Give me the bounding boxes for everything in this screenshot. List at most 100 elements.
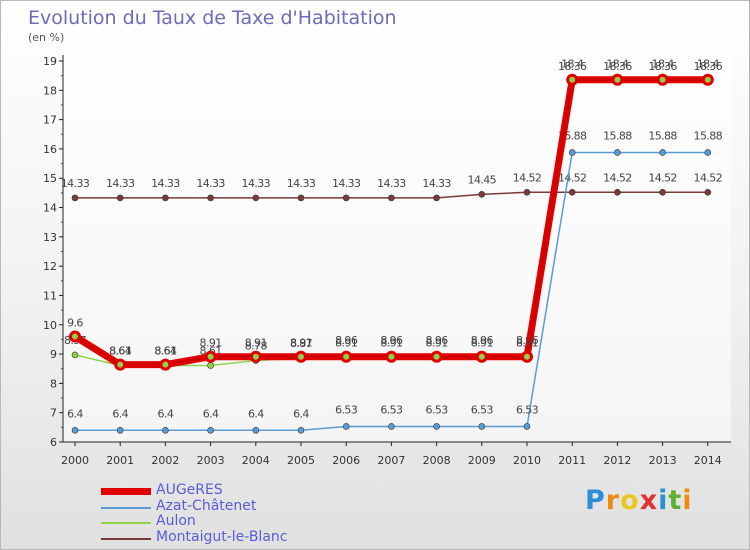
data-label: 14.33 bbox=[377, 177, 406, 190]
data-label: 6.4 bbox=[112, 407, 128, 420]
data-label: 6.4 bbox=[293, 407, 309, 420]
data-point bbox=[430, 350, 443, 363]
x-tick-label: 2012 bbox=[603, 454, 631, 467]
x-tick-label: 2010 bbox=[513, 454, 541, 467]
y-tick-label: 18 bbox=[43, 84, 57, 97]
data-point bbox=[388, 194, 395, 202]
y-tick-label: 7 bbox=[50, 407, 57, 420]
legend-swatch bbox=[101, 537, 151, 540]
data-point bbox=[704, 188, 712, 196]
data-label: 18.36 bbox=[558, 60, 587, 73]
data-point bbox=[659, 188, 666, 196]
data-point bbox=[388, 423, 395, 430]
data-label: 6.4 bbox=[67, 407, 83, 420]
data-label: 6.53 bbox=[426, 403, 449, 416]
data-label: 14.33 bbox=[61, 177, 90, 190]
data-point bbox=[252, 426, 260, 434]
data-point bbox=[207, 194, 214, 202]
data-point bbox=[611, 73, 624, 86]
logo-letter: o bbox=[620, 485, 640, 516]
data-label: 14.33 bbox=[242, 177, 271, 190]
data-label: 6.4 bbox=[248, 407, 264, 420]
data-point bbox=[71, 194, 79, 202]
data-label: 14.33 bbox=[332, 177, 361, 190]
legend-label: Aulon bbox=[156, 513, 196, 529]
data-point bbox=[568, 149, 576, 156]
x-tick-label: 2006 bbox=[332, 454, 360, 467]
data-point bbox=[566, 73, 579, 86]
data-label: 15.88 bbox=[648, 129, 677, 142]
data-point bbox=[614, 188, 621, 196]
plot-area bbox=[63, 55, 731, 442]
data-point bbox=[162, 194, 169, 202]
data-point bbox=[475, 350, 488, 363]
data-point bbox=[614, 149, 621, 156]
data-label: 18.36 bbox=[694, 60, 723, 73]
data-point bbox=[207, 362, 214, 369]
data-label: 6.53 bbox=[335, 403, 358, 416]
data-point bbox=[116, 426, 124, 434]
y-tick-label: 9 bbox=[50, 348, 57, 361]
data-label: 8.91 bbox=[290, 337, 312, 350]
data-label: 8.78 bbox=[245, 340, 268, 353]
data-label: 8.61 bbox=[109, 345, 131, 358]
logo-letter: P bbox=[585, 485, 606, 516]
legend-swatch bbox=[101, 488, 151, 495]
x-tick-label: 2004 bbox=[242, 454, 270, 467]
y-tick-label: 6 bbox=[50, 436, 57, 449]
x-tick-label: 2009 bbox=[468, 454, 496, 467]
data-point bbox=[478, 423, 486, 430]
data-label: 14.33 bbox=[151, 177, 180, 190]
data-label: 8.91 bbox=[335, 337, 357, 350]
x-tick-label: 2008 bbox=[423, 454, 451, 467]
x-tick-label: 2001 bbox=[106, 454, 134, 467]
y-tick-label: 8 bbox=[50, 377, 57, 390]
x-tick-label: 2002 bbox=[151, 454, 179, 467]
data-point bbox=[69, 330, 81, 343]
data-point bbox=[433, 423, 440, 430]
logo-letter: t bbox=[668, 485, 683, 516]
data-label: 8.96 bbox=[335, 334, 358, 347]
data-label: 14.52 bbox=[558, 171, 587, 184]
data-label: 6.53 bbox=[471, 403, 494, 416]
data-point bbox=[297, 194, 305, 202]
data-label: 18.4 bbox=[561, 58, 584, 71]
logo-letter: i bbox=[682, 485, 693, 516]
data-point bbox=[340, 350, 353, 363]
x-tick-label: 2000 bbox=[61, 454, 89, 467]
data-label: 8.87 bbox=[290, 337, 313, 350]
x-tick-label: 2007 bbox=[377, 454, 405, 467]
data-point bbox=[252, 194, 260, 202]
data-label: 14.52 bbox=[648, 171, 677, 184]
logo-letter: x bbox=[639, 485, 659, 516]
y-tick-label: 16 bbox=[43, 143, 57, 156]
data-label: 8.96 bbox=[471, 334, 494, 347]
legend-label: Azat-Châtenet bbox=[156, 497, 257, 514]
data-point bbox=[297, 426, 305, 434]
data-label: 14.33 bbox=[196, 177, 225, 190]
x-tick-label: 2014 bbox=[694, 454, 722, 467]
chart-subtitle: (en %) bbox=[28, 31, 65, 44]
legend-swatch bbox=[101, 506, 151, 509]
data-label: 8.91 bbox=[471, 337, 493, 350]
y-tick-label: 13 bbox=[43, 231, 57, 244]
x-tick-label: 2011 bbox=[558, 454, 586, 467]
y-tick-label: 14 bbox=[43, 202, 57, 215]
data-label: 9.6 bbox=[67, 316, 83, 329]
legend-label: Montaigut-le-Blanc bbox=[156, 528, 288, 545]
data-point bbox=[704, 149, 712, 156]
data-point bbox=[701, 73, 714, 86]
data-point bbox=[521, 350, 533, 363]
data-point bbox=[295, 350, 307, 363]
y-tick-label: 11 bbox=[43, 289, 57, 302]
proxiti-logo: Proxiti bbox=[585, 485, 693, 516]
data-label: 6.53 bbox=[516, 403, 539, 416]
data-point bbox=[207, 426, 214, 434]
y-tick-label: 10 bbox=[43, 319, 57, 332]
data-point bbox=[523, 423, 531, 430]
data-point bbox=[433, 194, 440, 202]
logo-letter: r bbox=[605, 485, 621, 516]
x-tick-label: 2013 bbox=[649, 454, 677, 467]
data-label: 18.4 bbox=[606, 58, 629, 71]
data-label: 6.53 bbox=[380, 403, 403, 416]
